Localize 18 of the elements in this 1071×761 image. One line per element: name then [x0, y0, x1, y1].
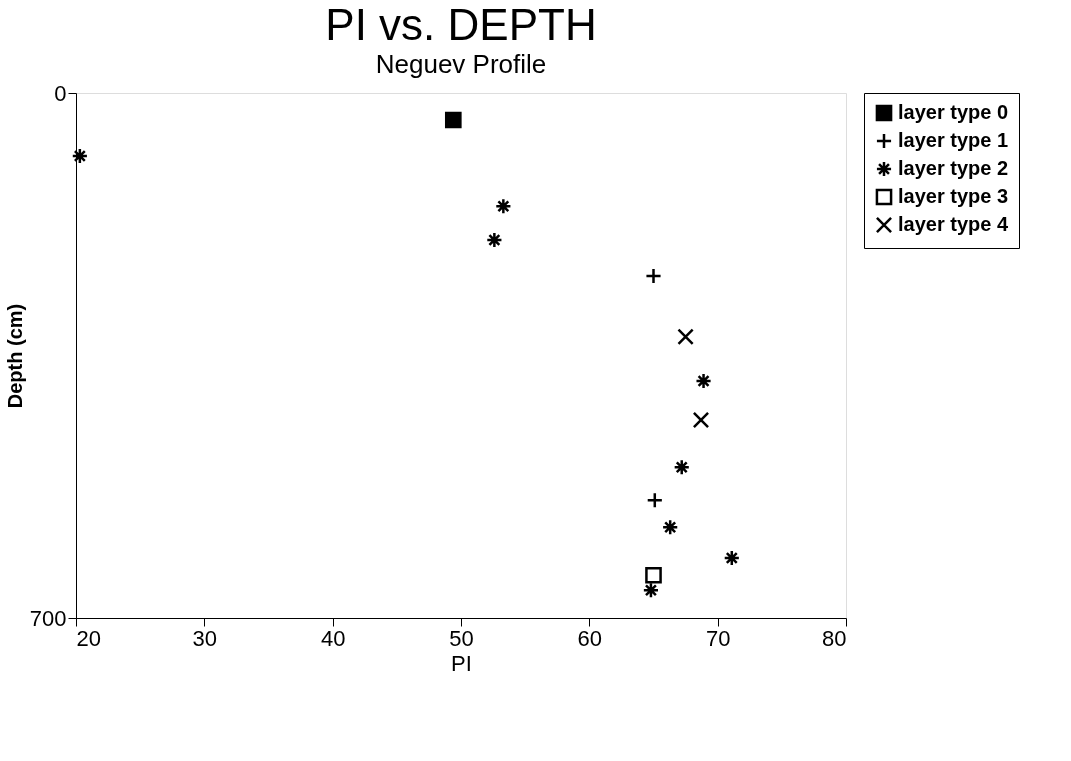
x-tick-label: 40 — [320, 625, 346, 651]
legend-label: layer type 2 — [898, 157, 1009, 179]
legend-label: layer type 0 — [898, 101, 1009, 123]
x-tick-label: 60 — [577, 625, 603, 651]
x-tick-label: 50 — [449, 625, 474, 651]
y-tick-label: 0 — [54, 80, 67, 106]
y-tick-label: 700 — [29, 605, 67, 631]
x-tick-label: 80 — [822, 625, 847, 651]
x-axis-title: PI — [451, 650, 472, 676]
x-tick-label: 20 — [76, 625, 101, 651]
legend-label: layer type 4 — [898, 213, 1009, 235]
legend-label: layer type 1 — [898, 129, 1009, 151]
x-tick-label: 30 — [192, 625, 218, 651]
chart-subtitle: Neguev Profile — [375, 49, 547, 79]
y-axis-title: Depth (cm) — [3, 303, 26, 409]
legend-label: layer type 3 — [898, 185, 1009, 207]
chart-title: PI vs. DEPTH — [325, 0, 597, 49]
x-tick-label: 70 — [705, 625, 731, 651]
